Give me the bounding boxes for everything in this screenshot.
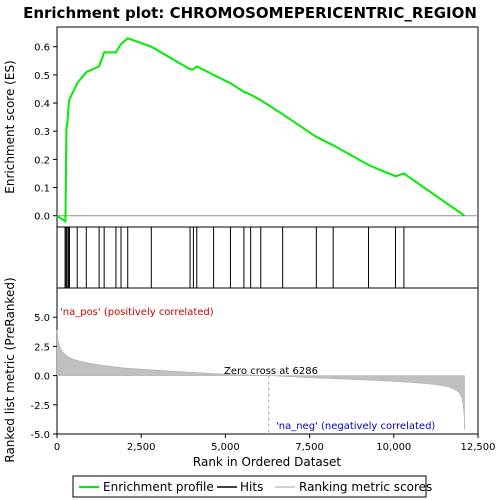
rank-y-ticks: -5.0 -2.5 0.0 2.5 5.0: [30, 313, 57, 441]
negative-correlation-label: 'na_neg' (negatively correlated): [276, 421, 435, 432]
es-y-tick-label: 0.6: [34, 43, 50, 54]
rank-y-tick-label: 2.5: [34, 342, 50, 353]
x-tick-label: 2,500: [127, 442, 156, 453]
rank-y-tick-label: 0.0: [34, 372, 50, 383]
es-y-tick-label: 0.5: [34, 71, 50, 82]
legend: Enrichment profile Hits Ranking metric s…: [72, 475, 432, 498]
rank-y-axis-label: Ranked list metric (PreRanked): [3, 277, 17, 462]
hits-panel: [56, 226, 479, 289]
es-y-tick-label: 0.1: [34, 184, 50, 195]
rank-y-tick-label: -2.5: [30, 401, 50, 412]
es-y-tick-label: 0.4: [34, 99, 50, 110]
x-tick-label: 12,500: [461, 442, 496, 453]
es-y-tick-label: 0.2: [34, 155, 50, 166]
x-tick-label: 5,000: [211, 442, 240, 453]
es-panel-frame: [56, 26, 479, 228]
x-tick-label: 0: [54, 442, 60, 453]
hits-panel-frame: [56, 226, 479, 289]
rank-y-tick-label: -5.0: [30, 430, 50, 441]
x-axis-ticks: 0 2,500 5,000 7,500 10,000 12,500: [54, 434, 496, 453]
es-y-tick-label: 0.0: [34, 212, 50, 223]
legend-label-enrichment-profile: Enrichment profile: [103, 480, 214, 494]
rank-y-tick-label: 5.0: [34, 313, 50, 324]
zero-cross-label: Zero cross at 6286: [224, 366, 318, 377]
x-tick-label: 10,000: [376, 442, 411, 453]
es-panel: 0.0 0.1 0.2 0.3 0.4 0.5 0.6 Enrichment score (…: [3, 26, 479, 228]
positive-correlation-label: 'na_pos' (positively correlated): [60, 307, 214, 318]
es-y-tick-label: 0.3: [34, 127, 50, 138]
enrichment-profile-line: [56, 37, 466, 224]
hit-lines: [64, 227, 405, 288]
es-y-ticks: 0.0 0.1 0.2 0.3 0.4 0.5 0.6: [34, 43, 57, 223]
x-tick-label: 7,500: [295, 442, 324, 453]
legend-label-ranking-metric: Ranking metric scores: [299, 480, 432, 494]
chart-title: Enrichment plot: CHROMOSOMEPERICENTRIC_R…: [23, 4, 477, 22]
legend-label-hits: Hits: [240, 480, 263, 494]
legend-frame: [72, 475, 427, 498]
rank-panel: -5.0 -2.5 0.0 2.5 5.0 Zero cross at 6286 'na…: [3, 277, 479, 463]
x-axis-label: Rank in Ordered Dataset: [193, 455, 341, 469]
es-y-axis-label: Enrichment score (ES): [3, 60, 17, 193]
rank-panel-frame: [56, 287, 479, 435]
